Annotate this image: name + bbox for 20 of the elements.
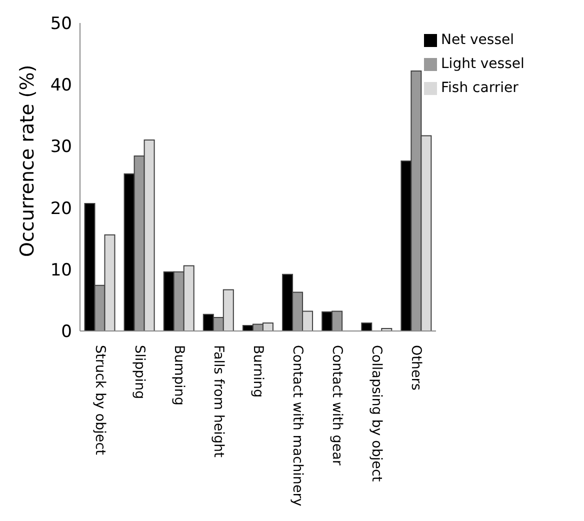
x-tick-label: Collapsing by object [368, 345, 385, 482]
x-tick-label: Struck by object [92, 345, 108, 455]
y-tick-label: 30 [50, 137, 72, 158]
x-tick-label: Falls from height [210, 345, 226, 458]
legend-label: Light vessel [441, 56, 524, 72]
y-tick-label: 40 [50, 76, 72, 96]
y-tick-label: 10 [50, 260, 72, 280]
x-tick-label: Bumping [170, 345, 187, 406]
x-tick-label: Contact with gear [329, 345, 346, 466]
x-tick-label: Slipping [131, 345, 148, 400]
y-tick-label: 0 [61, 322, 72, 342]
bar [361, 322, 372, 331]
x-tick-label: Others [408, 345, 424, 390]
legend-label: Fish carrier [441, 80, 518, 96]
y-tick-label: 50 [50, 14, 72, 34]
y-axis-title: Occurrence rate (%) [16, 64, 39, 257]
legend-label: Net vessel [441, 32, 514, 48]
y-tick-label: 20 [50, 198, 72, 219]
x-tick-label: Burning [250, 345, 266, 398]
x-tick-label: Contact with machinery [290, 345, 306, 506]
